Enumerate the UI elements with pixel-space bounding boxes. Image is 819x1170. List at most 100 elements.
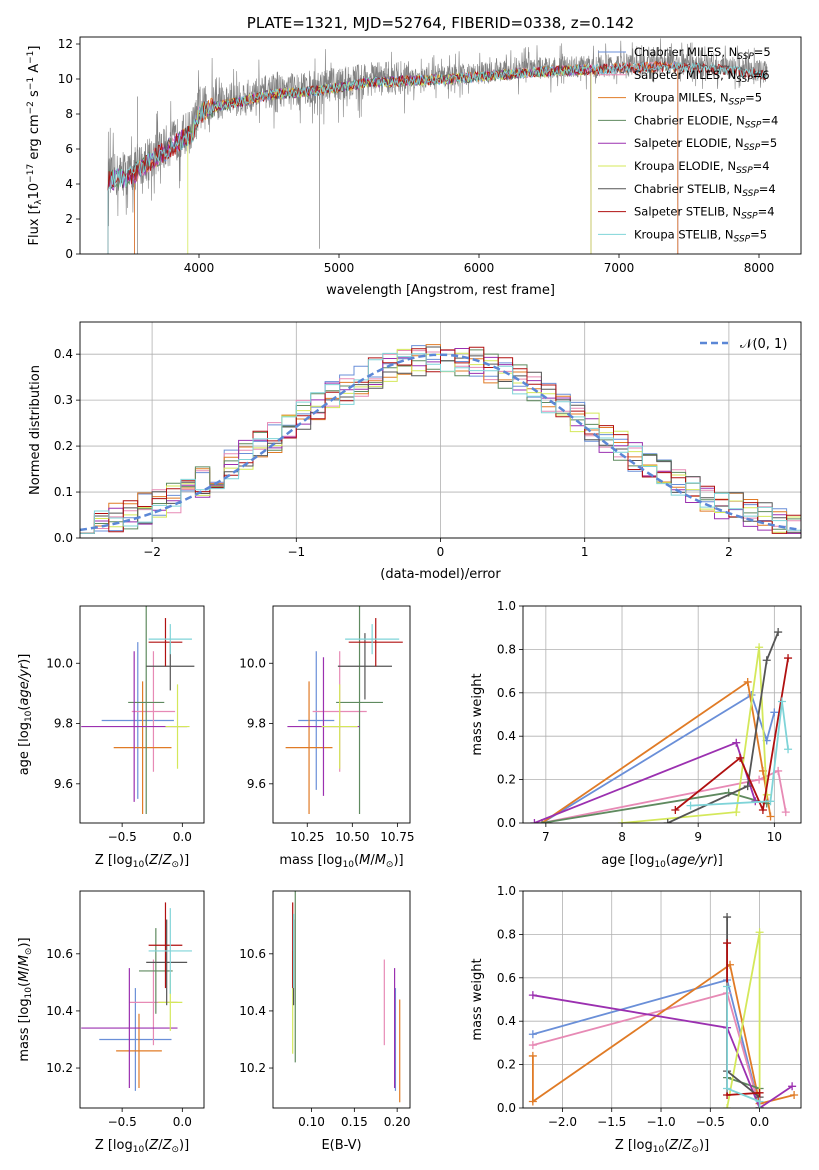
label-part: (: [17, 982, 32, 987]
axes-age_vs_Z: −0.5 0.09.69.810.0Z [log10(Z/Z⊙)]age [log…: [17, 605, 205, 870]
x-tick-label: 0.0: [173, 830, 192, 844]
y-tick-label: 2: [65, 212, 73, 226]
plot-area: [285, 606, 403, 814]
y-axis-label: Flux [fλ10−17 erg cm−2 s−1 A−1]: [26, 46, 44, 246]
label-part: =5: [760, 136, 777, 150]
label-part: Z: [668, 1138, 679, 1153]
label-part: )]: [17, 937, 32, 947]
label-part: Z: [148, 853, 159, 868]
label-part: 10: [24, 710, 34, 722]
histogram-salpeter_stelib: [80, 346, 801, 534]
y-tick-label: 0.0: [497, 816, 516, 830]
y-tick-label: 0.6: [497, 971, 516, 985]
y-axis-label: Normed distribution: [28, 365, 43, 495]
label-part: 10: [343, 860, 355, 870]
legend-label: Chabrier MILES, NSSP=5: [634, 45, 771, 62]
label-part: /: [158, 1138, 163, 1153]
y-tick-label: 10.4: [46, 1004, 73, 1018]
x-tick-label: 8: [618, 830, 626, 844]
y-tick-label: 6: [65, 142, 73, 156]
x-tick-label: 7: [542, 830, 550, 844]
x-tick-label: −0.5: [696, 1115, 725, 1129]
label-part: age/yr: [17, 662, 32, 705]
x-tick-label: 0.0: [750, 1115, 769, 1129]
label-part: Z [log: [615, 1138, 653, 1153]
weight-marker-kroupa_miles: [528, 1051, 537, 1060]
weight-marker-salpeter_miles: [528, 1041, 537, 1050]
x-axis-label: Z [log10(Z/Z⊙)]: [615, 1138, 709, 1155]
axes-frame: [272, 890, 411, 1109]
x-tick-label: 4000: [184, 261, 215, 275]
label-part: Kroupa STELIB, N: [634, 227, 734, 241]
legend-label: Salpeter MILES, NSSP=6: [634, 68, 770, 85]
label-part: age [log: [17, 722, 32, 775]
label-part: ⊙: [24, 948, 34, 956]
axes-frame: [272, 605, 411, 824]
label-part: ]: [27, 46, 42, 51]
weight-marker-salpeter_stelib: [784, 654, 793, 663]
y-tick-label: 10.4: [239, 1004, 266, 1018]
y-tick-label: 0.2: [497, 1058, 516, 1072]
x-tick-label: −1: [287, 545, 305, 559]
x-tick-label: 0.10: [298, 1115, 325, 1129]
y-tick-label: 0.2: [54, 439, 73, 453]
y-tick-label: 10: [58, 72, 73, 86]
x-tick-label: 10.25: [290, 830, 324, 844]
label-part: −1: [26, 77, 36, 90]
plot-area: [81, 902, 192, 1091]
y-tick-label: 9.8: [247, 717, 266, 731]
label-part: −2: [26, 101, 36, 114]
label-part: Chabrier MILES, N: [634, 45, 737, 59]
weight-marker-kroupa_elodie: [755, 643, 764, 652]
weight-marker-salpeter_stelib: [755, 1088, 764, 1097]
weight-marker-kroupa_stelib: [723, 1084, 732, 1093]
label-part: =4: [753, 159, 770, 173]
plot-area: [530, 628, 793, 823]
label-part: ⊙: [171, 1145, 179, 1155]
label-part: /: [678, 1138, 683, 1153]
x-axis-label: age [log10(age/yr)]: [601, 853, 723, 870]
label-part: (: [354, 853, 359, 868]
y-tick-label: 10.6: [46, 947, 73, 961]
y-tick-label: 10.2: [46, 1061, 73, 1075]
weight-marker-kroupa_miles: [743, 677, 752, 686]
label-part: ⊙: [691, 1145, 699, 1155]
y-tick-label: 10.6: [239, 947, 266, 961]
label-part: A: [27, 64, 42, 77]
x-tick-label: 9: [694, 830, 702, 844]
x-tick-label: 7000: [604, 261, 635, 275]
label-part: Salpeter MILES, N: [634, 68, 736, 82]
x-tick-label: 2: [725, 545, 733, 559]
label-part: SSP: [729, 98, 746, 108]
label-part: )]: [393, 853, 403, 868]
label-part: (: [17, 706, 32, 711]
weight-marker-kroupa_stelib: [755, 1104, 764, 1108]
label-part: age [log: [601, 853, 654, 868]
y-tick-label: 0.8: [497, 927, 516, 941]
y-tick-label: 10.2: [239, 1061, 266, 1075]
y-tick-label: 0.1: [54, 485, 73, 499]
axes-frame: [522, 605, 802, 824]
x-tick-label: 0: [437, 545, 445, 559]
y-tick-label: 4: [65, 177, 73, 191]
weight-marker-kroupa_miles: [790, 1090, 799, 1099]
label-part: (: [144, 1138, 149, 1153]
x-tick-label: 0.0: [173, 1115, 192, 1129]
weight-marker-salpeter_miles: [774, 766, 783, 775]
x-axis-label: (data-model)/error: [380, 567, 501, 582]
label-part: ⊙: [386, 860, 394, 870]
weight-marker-salpeter_miles: [781, 808, 790, 817]
label-part: SSP: [742, 189, 759, 199]
x-tick-label: 8000: [744, 261, 775, 275]
plot-area: [292, 891, 401, 1103]
y-tick-label: 0: [65, 247, 73, 261]
label-part: SSP: [744, 143, 761, 153]
normal-curve: [80, 353, 801, 532]
weight-marker-kroupa_stelib: [723, 982, 732, 991]
weight-marker-salpeter_stelib: [758, 805, 767, 814]
y-tick-label: 9.6: [247, 777, 266, 791]
weight-marker-kroupa_stelib: [784, 745, 793, 754]
weight-marker-salpeter_elodie: [528, 991, 537, 1000]
weight-line-kroupa_stelib: [690, 701, 789, 807]
